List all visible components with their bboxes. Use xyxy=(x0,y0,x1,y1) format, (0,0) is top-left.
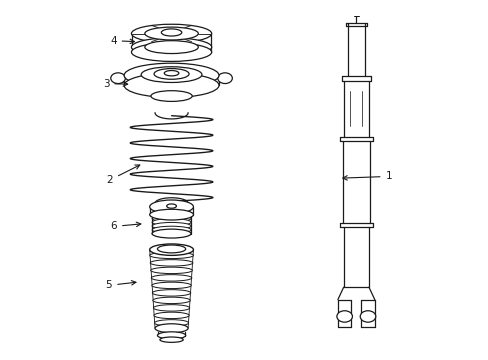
Ellipse shape xyxy=(160,337,183,342)
Ellipse shape xyxy=(153,297,190,303)
Ellipse shape xyxy=(144,41,198,54)
Ellipse shape xyxy=(166,204,176,208)
Text: 6: 6 xyxy=(110,221,141,231)
Ellipse shape xyxy=(149,244,193,255)
Ellipse shape xyxy=(154,312,189,319)
Ellipse shape xyxy=(154,320,188,326)
Ellipse shape xyxy=(150,267,192,274)
Text: 3: 3 xyxy=(102,78,127,89)
Ellipse shape xyxy=(157,245,185,253)
Ellipse shape xyxy=(124,73,219,98)
Ellipse shape xyxy=(124,63,219,87)
Ellipse shape xyxy=(164,71,179,76)
Ellipse shape xyxy=(131,24,211,43)
Circle shape xyxy=(360,311,375,322)
Ellipse shape xyxy=(149,200,193,213)
Ellipse shape xyxy=(150,260,193,266)
Ellipse shape xyxy=(217,73,232,84)
Ellipse shape xyxy=(152,290,190,296)
Ellipse shape xyxy=(131,38,211,57)
Ellipse shape xyxy=(151,91,192,102)
Ellipse shape xyxy=(155,324,188,333)
Ellipse shape xyxy=(153,305,189,311)
Ellipse shape xyxy=(152,219,191,226)
Text: 4: 4 xyxy=(110,36,134,46)
Ellipse shape xyxy=(144,27,198,40)
Circle shape xyxy=(336,311,352,322)
Ellipse shape xyxy=(111,73,125,84)
Ellipse shape xyxy=(149,209,193,220)
Ellipse shape xyxy=(152,211,191,218)
Ellipse shape xyxy=(151,282,191,289)
Ellipse shape xyxy=(141,67,202,82)
Ellipse shape xyxy=(161,29,182,36)
Ellipse shape xyxy=(149,252,193,258)
Text: 1: 1 xyxy=(342,171,391,181)
Ellipse shape xyxy=(152,226,191,233)
Ellipse shape xyxy=(157,332,185,339)
Ellipse shape xyxy=(152,230,191,237)
Ellipse shape xyxy=(152,222,191,230)
Ellipse shape xyxy=(151,275,191,281)
Text: 5: 5 xyxy=(105,280,136,291)
Ellipse shape xyxy=(131,43,211,62)
Ellipse shape xyxy=(154,68,189,79)
Text: 2: 2 xyxy=(106,165,140,185)
Ellipse shape xyxy=(152,229,191,238)
Ellipse shape xyxy=(152,215,191,222)
